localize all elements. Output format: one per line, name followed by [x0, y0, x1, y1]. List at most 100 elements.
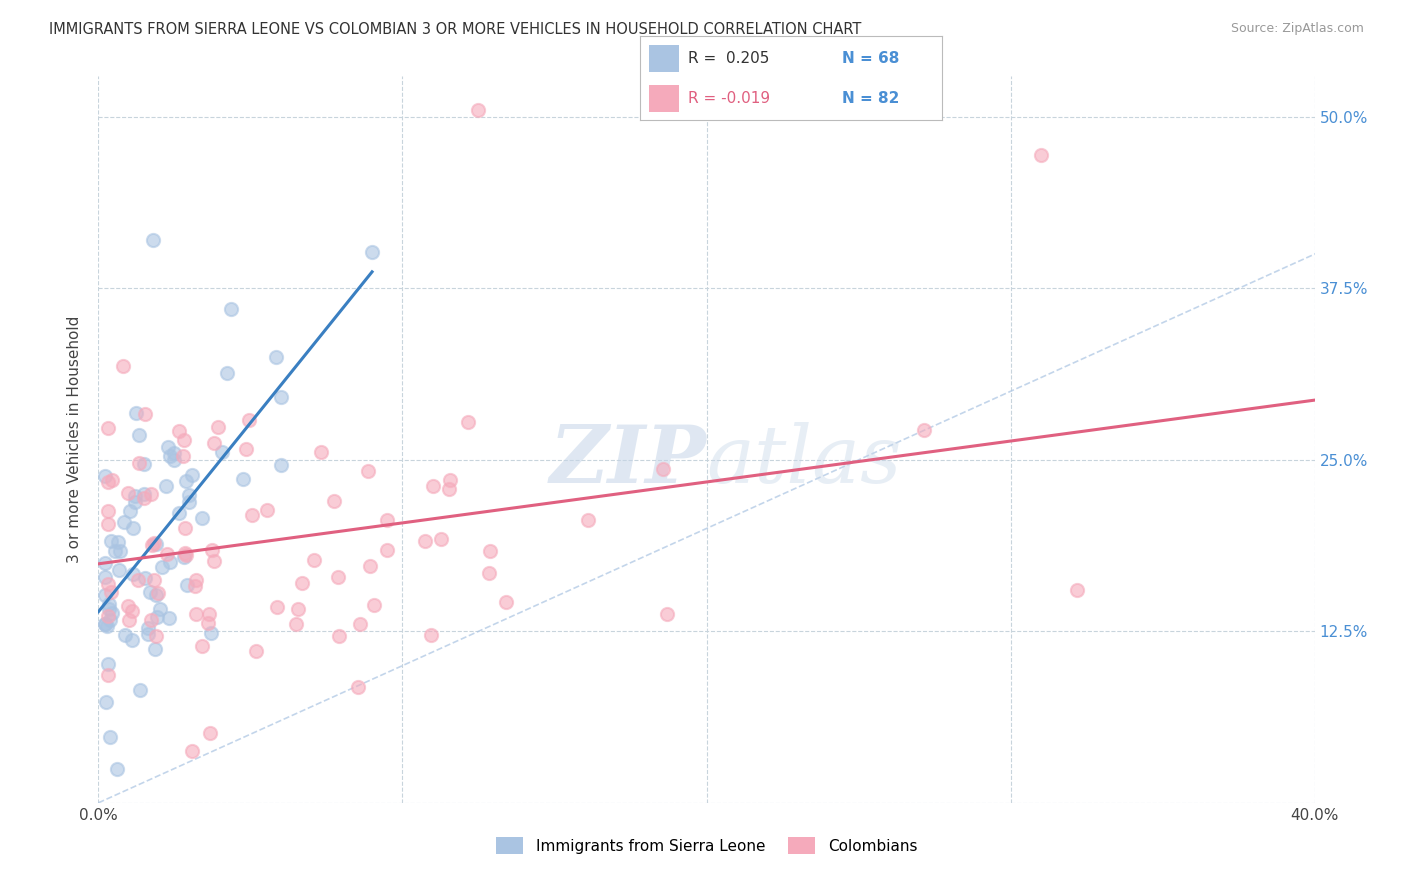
Point [142, 573, 165, 587]
Point [93, 570, 115, 584]
Point [422, 479, 444, 493]
Point [232, 473, 254, 487]
Point [96, 516, 118, 531]
Point [356, 464, 378, 478]
Point [100, 534, 122, 549]
Point [134, 458, 156, 472]
Point [287, 602, 309, 616]
Point [93, 556, 115, 570]
Bar [648, 85, 679, 112]
Point [179, 488, 201, 502]
Text: N = 68: N = 68 [842, 51, 900, 66]
Bar [648, 45, 679, 72]
Point [174, 548, 197, 562]
Point [652, 462, 675, 476]
Point [121, 633, 143, 648]
Point [361, 244, 384, 259]
Point [266, 350, 288, 364]
Point [97, 657, 120, 671]
Point [128, 427, 150, 442]
Point [120, 504, 142, 518]
Point [167, 424, 190, 438]
Point [142, 234, 165, 248]
Point [136, 621, 159, 635]
Point [105, 762, 128, 776]
Point [139, 613, 162, 627]
Point [122, 566, 145, 581]
Point [157, 611, 180, 625]
Point [145, 537, 167, 551]
Point [184, 607, 207, 621]
Point [108, 563, 131, 577]
Point [159, 449, 181, 463]
Point [420, 628, 443, 642]
Point [346, 681, 368, 695]
Point [245, 644, 267, 658]
Point [179, 495, 201, 509]
Point [413, 534, 436, 549]
Point [198, 726, 221, 740]
Point [211, 445, 233, 459]
Text: N = 82: N = 82 [842, 91, 900, 106]
Point [145, 629, 167, 643]
Point [101, 607, 124, 621]
Point [96, 668, 118, 682]
Point [139, 487, 162, 501]
Point [117, 486, 139, 500]
Point [657, 607, 679, 621]
Point [176, 475, 198, 489]
Point [98, 613, 121, 627]
Point [184, 579, 207, 593]
Point [240, 508, 263, 523]
Point [149, 602, 172, 616]
Point [121, 604, 143, 618]
Point [117, 613, 139, 627]
Point [266, 600, 288, 615]
Point [134, 407, 156, 421]
Point [98, 601, 121, 615]
Point [124, 489, 146, 503]
Point [328, 570, 350, 584]
Point [112, 359, 135, 374]
Text: atlas: atlas [707, 423, 901, 500]
Point [238, 413, 260, 427]
Point [150, 559, 173, 574]
Point [129, 682, 152, 697]
Point [173, 434, 195, 448]
Point [375, 543, 398, 558]
Point [467, 103, 489, 117]
Point [117, 599, 139, 613]
Point [159, 555, 181, 569]
Point [215, 366, 238, 380]
Point [143, 641, 166, 656]
Point [100, 473, 122, 487]
Point [430, 532, 453, 546]
Point [125, 406, 148, 420]
Point [97, 608, 120, 623]
Point [311, 445, 333, 459]
Point [96, 420, 118, 434]
Point [202, 554, 225, 568]
Point [96, 475, 118, 489]
Point [93, 469, 115, 483]
Point [114, 628, 136, 642]
Point [479, 544, 502, 558]
Point [163, 446, 186, 460]
Point [197, 615, 219, 630]
Point [284, 617, 307, 632]
Point [93, 588, 115, 602]
Point [98, 731, 121, 745]
Point [104, 544, 127, 558]
Point [128, 456, 150, 470]
Point [235, 442, 257, 456]
Point [146, 609, 169, 624]
Point [219, 301, 242, 316]
Point [180, 744, 202, 758]
Point [139, 585, 162, 599]
Point [176, 578, 198, 592]
Point [291, 576, 314, 591]
Point [1066, 583, 1088, 598]
Point [93, 616, 115, 631]
Point [202, 435, 225, 450]
Point [155, 479, 177, 493]
